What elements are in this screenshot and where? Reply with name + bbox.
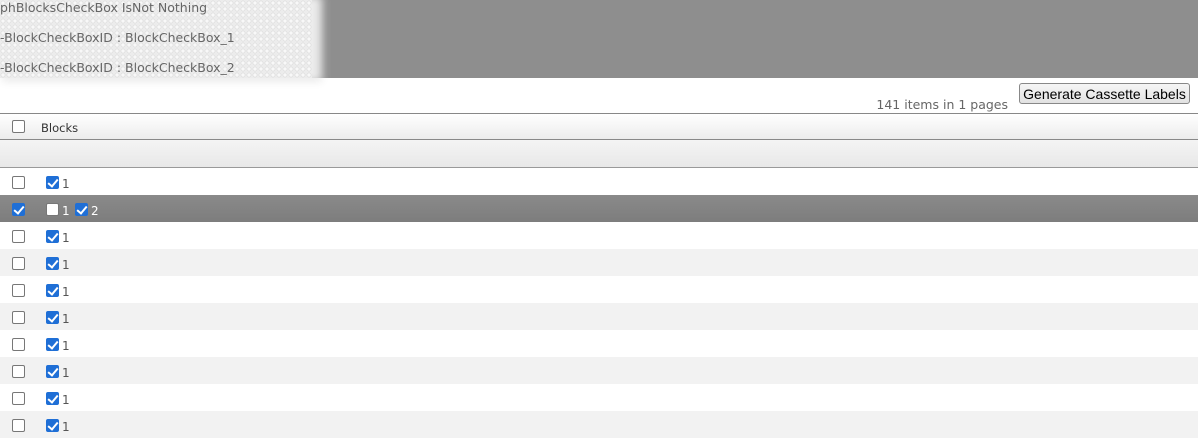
- table-row[interactable]: 1: [0, 222, 1198, 249]
- select-all-checkbox[interactable]: [12, 120, 25, 133]
- generate-cassette-labels-button[interactable]: Generate Cassette Labels: [1019, 83, 1190, 104]
- table-row[interactable]: 1: [0, 249, 1198, 276]
- block-label: 1: [62, 393, 70, 407]
- block-label: 1: [62, 258, 70, 272]
- block-checkbox[interactable]: [46, 284, 59, 297]
- block-label: 1: [62, 366, 70, 380]
- block-checkbox[interactable]: [46, 257, 59, 270]
- table-row[interactable]: 1: [0, 303, 1198, 330]
- block-checkbox[interactable]: [46, 392, 59, 405]
- block-label: 1: [62, 312, 70, 326]
- row-select-checkbox[interactable]: [12, 257, 25, 270]
- debug-line: -BlockCheckBoxID : BlockCheckBox_1: [0, 30, 235, 45]
- filter-row: [0, 140, 1198, 168]
- row-select-checkbox[interactable]: [12, 203, 25, 216]
- block-label: 1: [62, 177, 70, 191]
- block-label: 1: [62, 420, 70, 434]
- debug-panel: [0, 0, 312, 78]
- row-select-checkbox[interactable]: [12, 392, 25, 405]
- table-row[interactable]: 1: [0, 357, 1198, 384]
- block-checkbox[interactable]: [75, 203, 88, 216]
- table-row[interactable]: 1: [0, 168, 1198, 195]
- block-checkbox[interactable]: [46, 230, 59, 243]
- block-label: 1: [62, 285, 70, 299]
- row-select-checkbox[interactable]: [12, 284, 25, 297]
- table-row[interactable]: 1: [0, 330, 1198, 357]
- block-checkbox[interactable]: [46, 203, 59, 216]
- block-label: 1: [62, 231, 70, 245]
- row-select-checkbox[interactable]: [12, 338, 25, 351]
- row-select-checkbox[interactable]: [12, 365, 25, 378]
- block-checkbox[interactable]: [46, 311, 59, 324]
- table-row[interactable]: 1: [0, 276, 1198, 303]
- table-row[interactable]: 1: [0, 384, 1198, 411]
- debug-line: -BlockCheckBoxID : BlockCheckBox_2: [0, 60, 235, 75]
- grid-header: Blocks: [0, 113, 1198, 140]
- item-count: 141 items in 1 pages: [876, 97, 1008, 112]
- table-row[interactable]: 1: [0, 411, 1198, 438]
- block-checkbox[interactable]: [46, 338, 59, 351]
- block-checkbox[interactable]: [46, 365, 59, 378]
- block-label: 1: [62, 204, 70, 218]
- blocks-column-header[interactable]: Blocks: [41, 121, 79, 135]
- debug-banner: phBlocksCheckBox IsNot Nothing -BlockChe…: [0, 0, 1198, 78]
- block-label: 1: [62, 339, 70, 353]
- row-select-checkbox[interactable]: [12, 230, 25, 243]
- row-select-checkbox[interactable]: [12, 419, 25, 432]
- debug-line: phBlocksCheckBox IsNot Nothing: [0, 0, 208, 15]
- block-checkbox[interactable]: [46, 419, 59, 432]
- row-select-checkbox[interactable]: [12, 176, 25, 189]
- row-select-checkbox[interactable]: [12, 311, 25, 324]
- block-label: 2: [91, 204, 99, 218]
- block-checkbox[interactable]: [46, 176, 59, 189]
